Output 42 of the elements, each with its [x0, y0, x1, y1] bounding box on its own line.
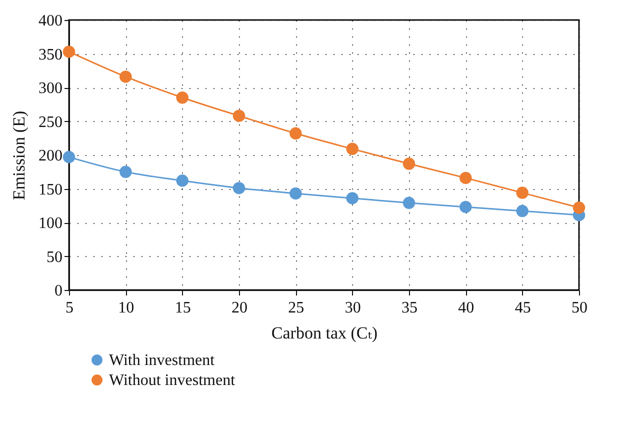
point — [460, 200, 472, 214]
x-tick-label: 50 — [572, 300, 588, 316]
point — [120, 70, 132, 83]
y-axis-title: Emission (E) — [10, 110, 28, 200]
x-tick-label: 25 — [288, 300, 304, 316]
point — [460, 172, 472, 184]
point — [232, 110, 246, 122]
point — [290, 127, 302, 140]
point — [176, 174, 188, 187]
point — [516, 204, 528, 218]
x-tick-label: 10 — [118, 300, 134, 316]
y-tick-label: 50 — [46, 248, 62, 266]
x-tick-label: 45 — [514, 300, 531, 316]
y-tick-label: 300 — [38, 80, 62, 97]
point — [232, 182, 246, 194]
y-tick-label: 150 — [38, 181, 62, 198]
point — [62, 46, 76, 58]
point — [62, 150, 76, 164]
x-tick-label: 15 — [174, 300, 191, 316]
x-tick-label: 35 — [402, 300, 418, 316]
point — [346, 142, 358, 156]
point — [290, 187, 302, 200]
x-tick-label: 40 — [458, 300, 474, 316]
point — [402, 158, 416, 170]
point — [120, 166, 132, 178]
y-tick-label: 250 — [38, 114, 62, 131]
point — [346, 192, 358, 204]
x-tick-label: 20 — [232, 300, 248, 316]
y-tick-label: 100 — [38, 215, 62, 232]
x-axis-title: Carbon tax (Cₜ) — [271, 324, 378, 342]
x-tick-label: 30 — [344, 300, 361, 316]
point — [516, 186, 528, 199]
legend-label: Without investment — [109, 372, 236, 389]
x-tick-label: 5 — [66, 300, 74, 316]
point — [572, 202, 586, 214]
y-tick-label: 0 — [54, 282, 62, 300]
point — [402, 196, 416, 210]
y-tick-label: 350 — [38, 46, 62, 64]
y-tick-label: 400 — [38, 12, 62, 30]
legend-label: With investment — [109, 352, 216, 369]
y-tick-label: 200 — [38, 148, 62, 164]
point — [176, 92, 188, 104]
